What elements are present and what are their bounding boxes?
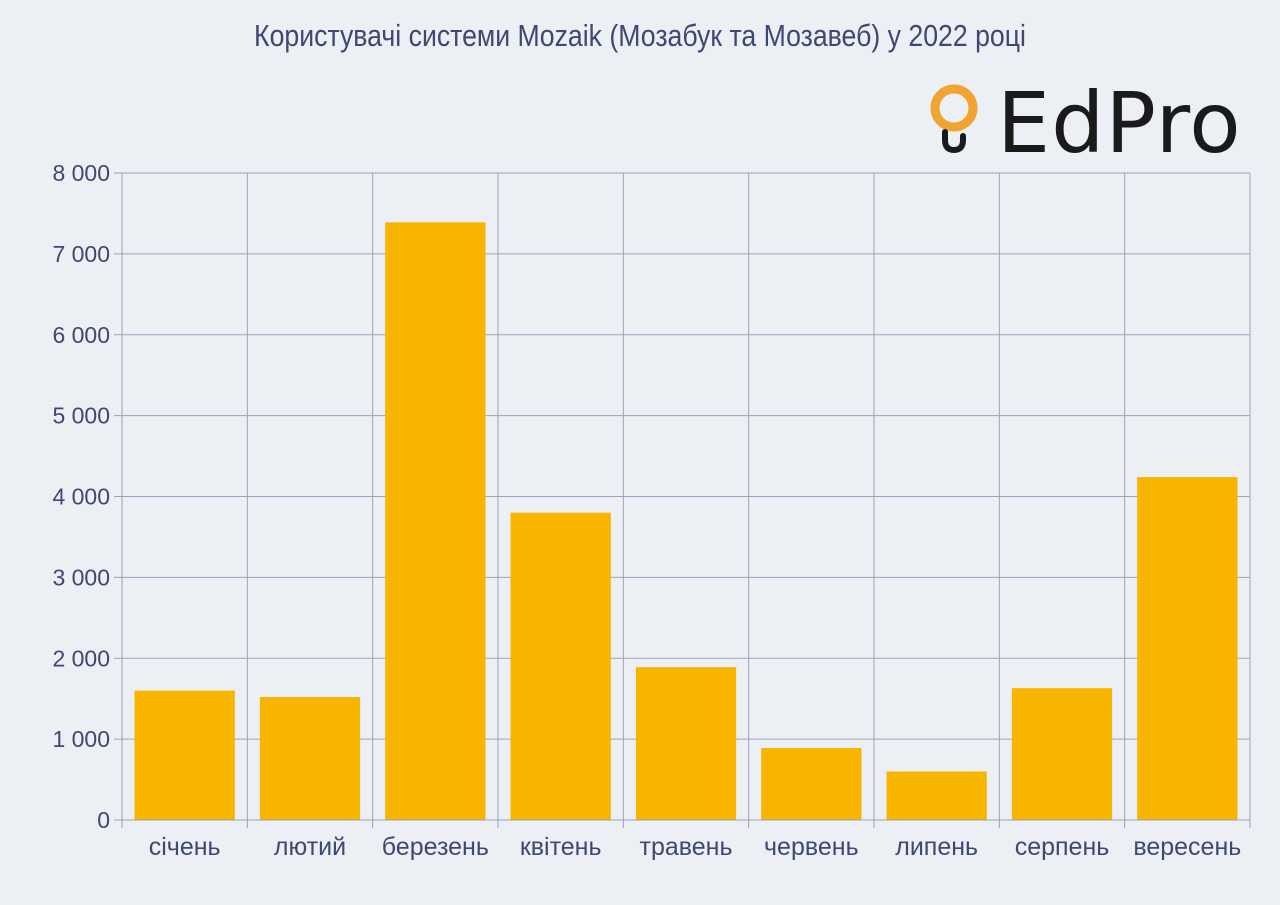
- edpro-logo: EdPro: [925, 74, 1241, 172]
- x-tick-label: червень: [764, 833, 859, 861]
- x-tick-label: лютий: [274, 833, 346, 861]
- y-tick-label: 3 000: [52, 564, 110, 590]
- y-tick-label: 5 000: [52, 403, 110, 429]
- bar-6: [761, 748, 862, 820]
- bar-8: [1011, 688, 1113, 820]
- x-tick-label: травень: [640, 833, 733, 861]
- bar-7: [886, 771, 987, 820]
- y-tick-label: 0: [97, 807, 110, 833]
- y-tick-label: 2 000: [52, 645, 110, 671]
- y-tick-label: 1 000: [52, 726, 110, 752]
- bar-5: [635, 667, 737, 820]
- bar-9: [1137, 477, 1238, 820]
- x-tick-label: березень: [382, 833, 489, 861]
- y-tick-label: 6 000: [52, 322, 110, 348]
- bar-3: [385, 222, 486, 821]
- chart-title: Користувачі системи Mozaik (Мозабук та М…: [254, 18, 1026, 53]
- x-tick-label: липень: [895, 833, 978, 861]
- x-tick-label: січень: [149, 833, 221, 861]
- x-tick-label: вересень: [1133, 833, 1241, 861]
- x-tick-label: серпень: [1015, 833, 1110, 861]
- lightbulb-ring-icon: [930, 84, 978, 154]
- chart-grid: [122, 172, 1251, 820]
- x-tick-label: квітень: [520, 833, 602, 861]
- bar-2: [259, 697, 361, 820]
- logo-text: EdPro: [997, 74, 1242, 172]
- y-tick-label: 4 000: [52, 484, 110, 510]
- y-axis-ticks: 0 1 000 2 000 3 000 4 000 5 000 6 000 7 000 8 00…: [52, 160, 110, 833]
- bar-1: [134, 690, 235, 820]
- chart-axes: [114, 172, 1251, 828]
- y-tick-label: 8 000: [52, 160, 110, 186]
- x-axis-ticks: січень лютий березень квітень травень червень…: [149, 833, 1242, 861]
- chart-bars: [134, 222, 1238, 821]
- y-tick-label: 7 000: [52, 241, 110, 267]
- bar-4: [510, 512, 611, 820]
